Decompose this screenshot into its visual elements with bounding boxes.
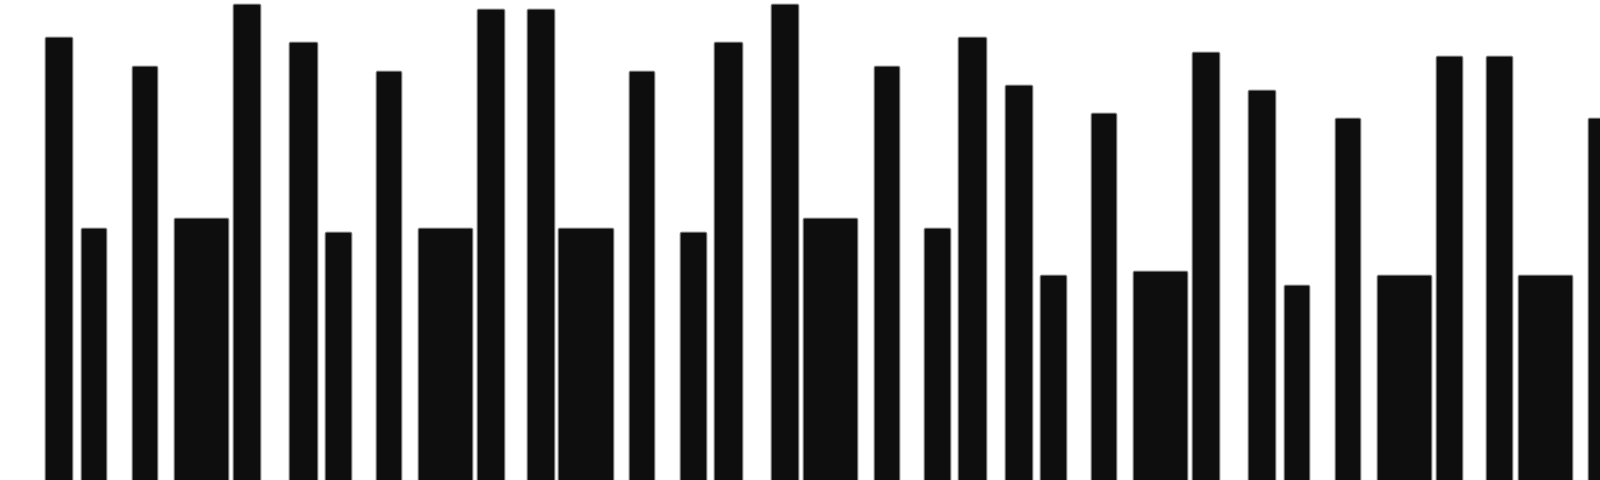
barcode-bar (1091, 113, 1117, 480)
barcode-bar (714, 42, 743, 480)
barcode-bar (1588, 118, 1600, 480)
barcode-bar (376, 71, 402, 480)
barcode-bar (1040, 275, 1067, 480)
barcode-bar (289, 42, 318, 480)
barcode-bar (527, 9, 555, 480)
barcode-bar (958, 37, 987, 480)
barcode-bar (629, 71, 655, 480)
barcode-bar (803, 218, 858, 480)
barcode-bar (174, 218, 229, 480)
barcode-bar (1248, 90, 1276, 480)
barcode-bar (1335, 118, 1361, 480)
barcode-bar (325, 232, 352, 480)
barcode-bar (1284, 285, 1310, 480)
barcode-bar (558, 228, 614, 480)
barcode-bar (1133, 271, 1188, 480)
barcode-bar (233, 4, 261, 480)
barcode-bar (45, 37, 73, 480)
barcode-bar (874, 66, 900, 480)
barcode-bar (1005, 85, 1033, 480)
barcode-bar (418, 228, 473, 480)
barcode-bar (1192, 52, 1220, 480)
barcode-bar (1518, 275, 1573, 480)
barcode-bar (1436, 56, 1463, 480)
barcode-bar (477, 9, 505, 480)
barcode-bar (924, 228, 951, 480)
barcode-bar (81, 228, 107, 480)
barcode-bar (132, 66, 158, 480)
barcode-bar (1486, 56, 1513, 480)
barcode-bar (1377, 275, 1432, 480)
barcode-bar (771, 4, 799, 480)
barcode-bar (680, 232, 707, 480)
